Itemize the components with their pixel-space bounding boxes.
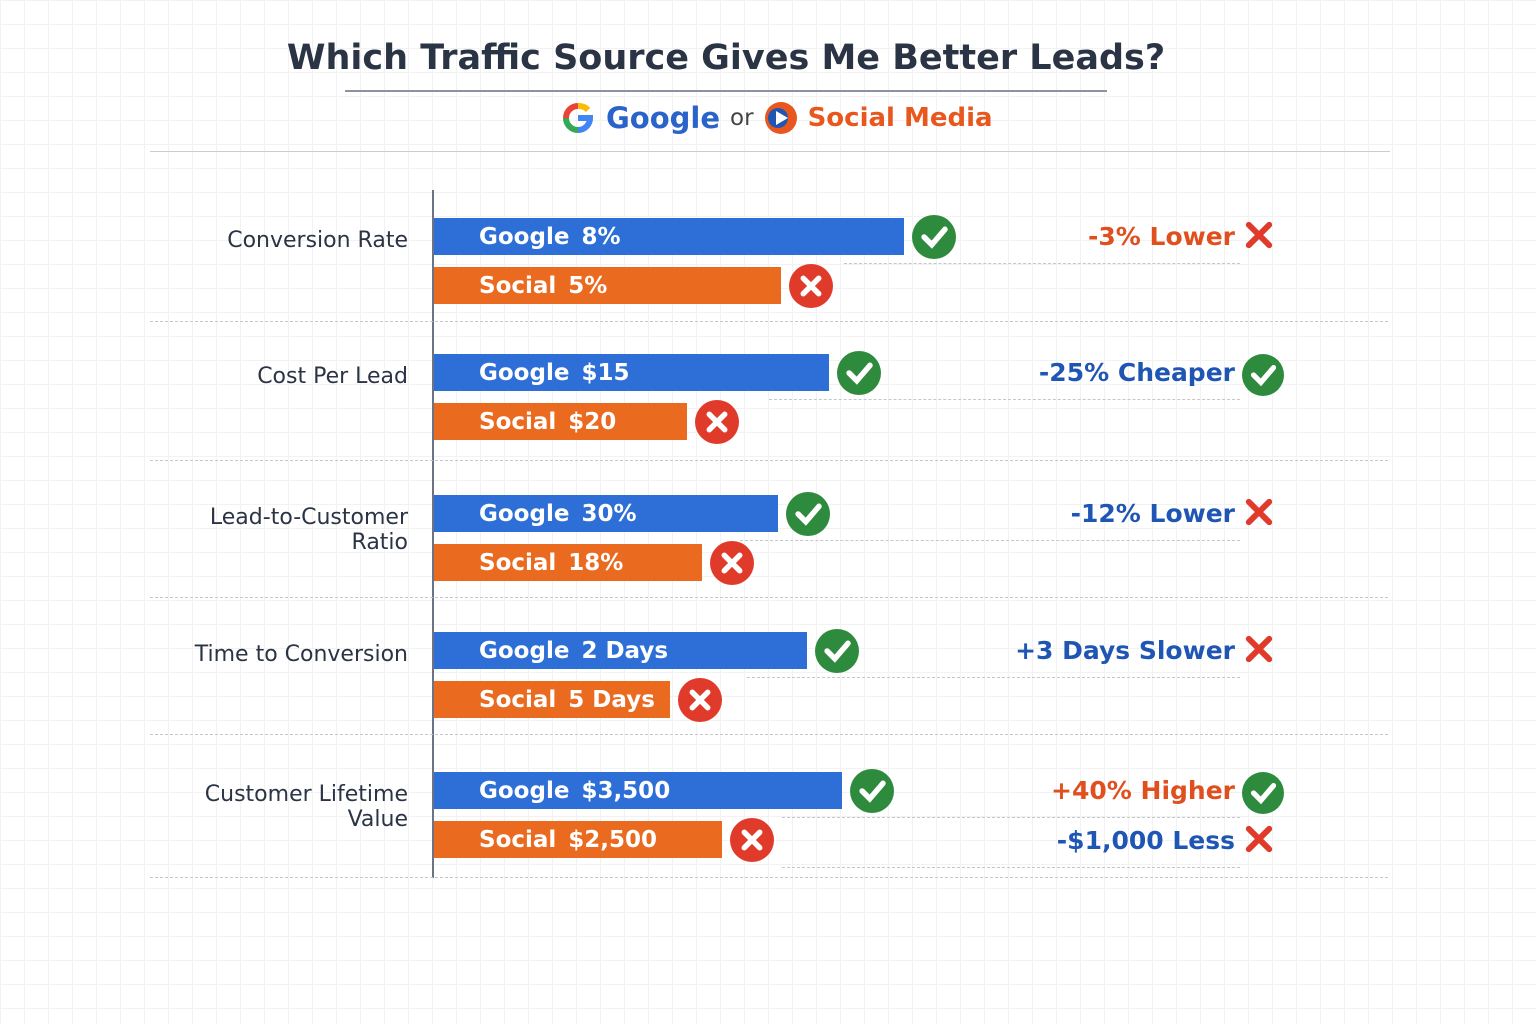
check-icon: [1242, 354, 1284, 396]
note-leader: [782, 867, 1240, 868]
source-label: Google: [479, 500, 570, 527]
cross-icon: [1245, 635, 1273, 663]
row-separator: [150, 877, 1388, 878]
source-label: Google: [479, 637, 570, 664]
cross-icon: [1245, 221, 1273, 249]
social-bar: Social $2,500: [434, 821, 722, 858]
joiner: or: [730, 105, 754, 131]
note-leader: [782, 817, 1240, 818]
google-bar: Google $3,500: [434, 772, 842, 809]
check-icon: [815, 629, 859, 673]
value-label: 2 Days: [581, 637, 669, 664]
social-bar: Social 5%: [434, 267, 781, 304]
metric-label: Conversion Rate: [227, 228, 408, 253]
value-label: $15: [581, 359, 630, 386]
google-bar: Google 2 Days: [434, 632, 807, 669]
cross-icon: [695, 400, 739, 444]
row-separator: [150, 597, 1388, 598]
value-label: 8%: [581, 223, 621, 250]
comparison-note: -12% Lower: [1070, 499, 1235, 528]
value-label: 5%: [568, 272, 608, 299]
social-bar: Social 5 Days: [434, 681, 670, 718]
subtitle: Google or Social Media: [560, 100, 993, 136]
social-bar: Social 18%: [434, 544, 702, 581]
social-logo: [764, 102, 797, 134]
source-label: Social: [479, 408, 557, 435]
source-label: Google: [479, 359, 570, 386]
source-label: Social: [479, 826, 557, 853]
value-label: $20: [568, 408, 617, 435]
google-bar: Google $15: [434, 354, 829, 391]
source-label: Google: [479, 777, 570, 804]
metric-label: Time to Conversion: [194, 642, 408, 667]
metric-label: Cost Per Lead: [257, 364, 408, 389]
google-logo: [563, 103, 594, 133]
axis-line: [432, 190, 434, 878]
row-separator: [150, 460, 1388, 461]
value-label: 18%: [568, 549, 624, 576]
note-leader: [740, 540, 1240, 541]
note-leader: [747, 677, 1240, 678]
source-label: Social: [479, 686, 557, 713]
check-icon: [1242, 772, 1284, 814]
cross-icon: [678, 678, 722, 722]
cross-icon: [1245, 825, 1273, 853]
note-leader: [844, 263, 1240, 264]
value-label: 30%: [581, 500, 637, 527]
social-bar: Social $20: [434, 403, 687, 440]
comparison-note: -$1,000 Less: [1056, 826, 1235, 855]
row-separator: [150, 734, 1388, 735]
comparison-note: +40% Higher: [1051, 776, 1235, 805]
title-rule: [345, 90, 1107, 92]
value-label: $2,500: [568, 826, 658, 853]
option-b: Social Media: [807, 103, 993, 133]
source-label: Social: [479, 272, 557, 299]
comparison-note: -3% Lower: [1087, 222, 1235, 251]
check-icon: [850, 769, 894, 813]
check-icon: [786, 492, 830, 536]
header-rule: [150, 151, 1390, 152]
metric-label: Customer Lifetime Value: [204, 782, 408, 832]
cross-icon: [789, 264, 833, 308]
check-icon: [837, 351, 881, 395]
metric-label: Lead-to-Customer Ratio: [209, 505, 408, 555]
title: Which Traffic Source Gives Me Better Lea…: [286, 38, 1166, 78]
cross-icon: [710, 541, 754, 585]
comparison-note: +3 Days Slower: [1015, 636, 1235, 665]
source-label: Social: [479, 549, 557, 576]
note-leader: [769, 399, 1240, 400]
option-a: Google: [606, 101, 721, 135]
check-icon: [912, 215, 956, 259]
comparison-note: -25% Cheaper: [1038, 358, 1235, 387]
value-label: 5 Days: [568, 686, 655, 713]
row-separator: [150, 321, 1388, 322]
source-label: Google: [479, 223, 570, 250]
cross-icon: [730, 818, 774, 862]
google-bar: Google 30%: [434, 495, 778, 532]
value-label: $3,500: [581, 777, 671, 804]
cross-icon: [1245, 498, 1273, 526]
google-bar: Google 8%: [434, 218, 904, 255]
